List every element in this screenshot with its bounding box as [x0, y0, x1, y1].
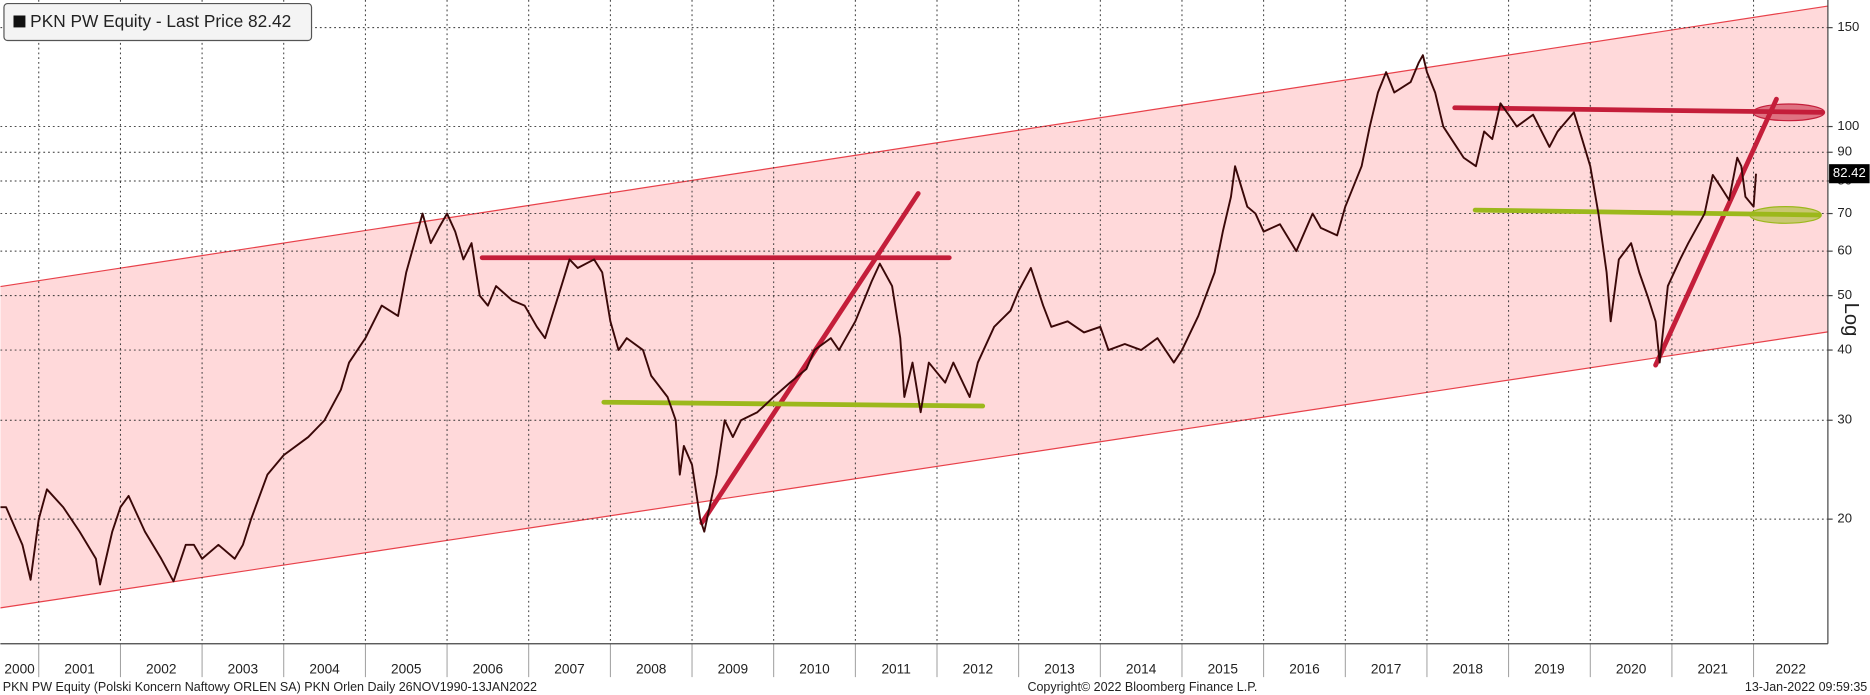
x-tick-label: 2014 [1126, 662, 1157, 677]
price-line [0, 54, 1757, 586]
x-tick-label: 2001 [64, 662, 94, 677]
footer-right: 13-Jan-2022 09:59:35 [1745, 680, 1867, 694]
trendline [1653, 96, 1779, 368]
x-tick-label: 2010 [799, 662, 830, 677]
y-tick-label: 100 [1837, 118, 1859, 133]
x-tick-label: 2016 [1289, 662, 1320, 677]
x-tick-label: 2003 [228, 662, 259, 677]
x-tick-label: 2012 [963, 662, 993, 677]
x-tick-label: 2000 [4, 662, 35, 677]
x-tick-label: 2004 [309, 662, 340, 677]
axes: 2000 2001 2002 2003 2004 2005 2006 2007 2008 2009… [4, 19, 1870, 678]
channel-band [0, 6, 1828, 608]
footer-center: Copyright© 2022 Bloomberg Finance L.P. [1027, 680, 1257, 694]
legend: PKN PW Equity - Last Price 82.42 [3, 2, 313, 42]
x-tick-label: 2015 [1208, 662, 1239, 677]
y-tick-label: 40 [1837, 342, 1852, 357]
x-tick-label: 2009 [718, 662, 748, 677]
y-tick-label: 60 [1837, 243, 1852, 258]
footer-left: PKN PW Equity (Polski Koncern Naftowy OR… [3, 680, 537, 694]
x-tick-label: 2005 [391, 662, 422, 677]
legend-box [3, 2, 313, 42]
x-tick-label: 2008 [636, 662, 667, 677]
legend-label: PKN PW Equity - Last Price 82.42 [30, 11, 291, 31]
last-price-label: 82.42 [1833, 165, 1866, 180]
x-tick-label: 2018 [1453, 662, 1484, 677]
level-marker [1749, 206, 1822, 224]
plot-area [0, 0, 1828, 644]
x-tick-label: 2002 [146, 662, 176, 677]
level-marker [1752, 103, 1826, 122]
x-tick-label: 2013 [1044, 662, 1075, 677]
y-tick-label: 150 [1837, 19, 1859, 34]
x-tick-label: 2007 [554, 662, 584, 677]
x-tick-label: 2019 [1534, 662, 1564, 677]
x-tick-label: 2017 [1371, 662, 1401, 677]
legend-swatch [13, 15, 26, 28]
x-tick-label: 2011 [881, 662, 910, 677]
y-scale-label: Log [1840, 303, 1862, 337]
x-tick-label: 2021 [1698, 662, 1728, 677]
channel-line [0, 331, 1828, 609]
y-tick-label: 20 [1837, 511, 1852, 526]
y-tick-label: 90 [1837, 144, 1852, 159]
channel-line [0, 5, 1828, 288]
x-tick-label: 2022 [1776, 662, 1806, 677]
x-tick-label: 2020 [1616, 662, 1647, 677]
last-price-box [1829, 164, 1870, 184]
y-tick-label: 70 [1837, 205, 1852, 220]
y-tick-label: 30 [1837, 412, 1852, 427]
x-tick-label: 2006 [473, 662, 504, 677]
y-tick-label: 50 [1837, 287, 1852, 302]
